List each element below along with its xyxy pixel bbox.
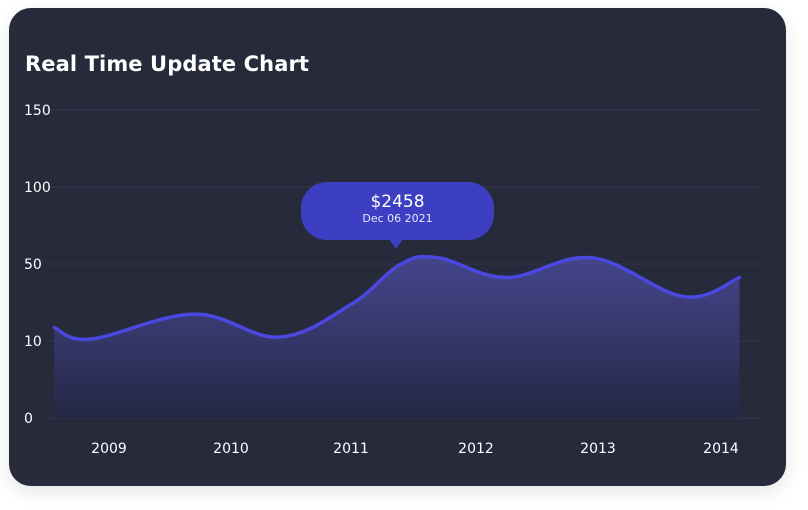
series-line xyxy=(52,254,742,342)
chart-card: Real Time Update Chart 150 100 50 10 0 2009 2… xyxy=(9,8,786,486)
x-tick-label: 2009 xyxy=(91,441,127,457)
y-tick-label: 0 xyxy=(24,411,33,427)
x-tick-label: 2012 xyxy=(458,441,494,457)
y-tick-label: 100 xyxy=(24,180,51,196)
tooltip-date: Dec 06 2021 xyxy=(362,212,433,225)
tooltip-value: $2458 xyxy=(370,192,425,212)
x-tick-label: 2010 xyxy=(213,441,249,457)
chart-title: Real Time Update Chart xyxy=(25,52,310,76)
x-tick-label: 2013 xyxy=(580,441,616,457)
y-tick-label: 50 xyxy=(24,257,42,273)
value-tooltip: $2458 Dec 06 2021 xyxy=(301,182,494,249)
series-area xyxy=(54,256,740,418)
x-tick-label: 2014 xyxy=(703,441,739,457)
y-tick-label: 10 xyxy=(24,334,42,350)
x-tick-label: 2011 xyxy=(333,441,369,457)
y-tick-label: 150 xyxy=(24,103,51,119)
